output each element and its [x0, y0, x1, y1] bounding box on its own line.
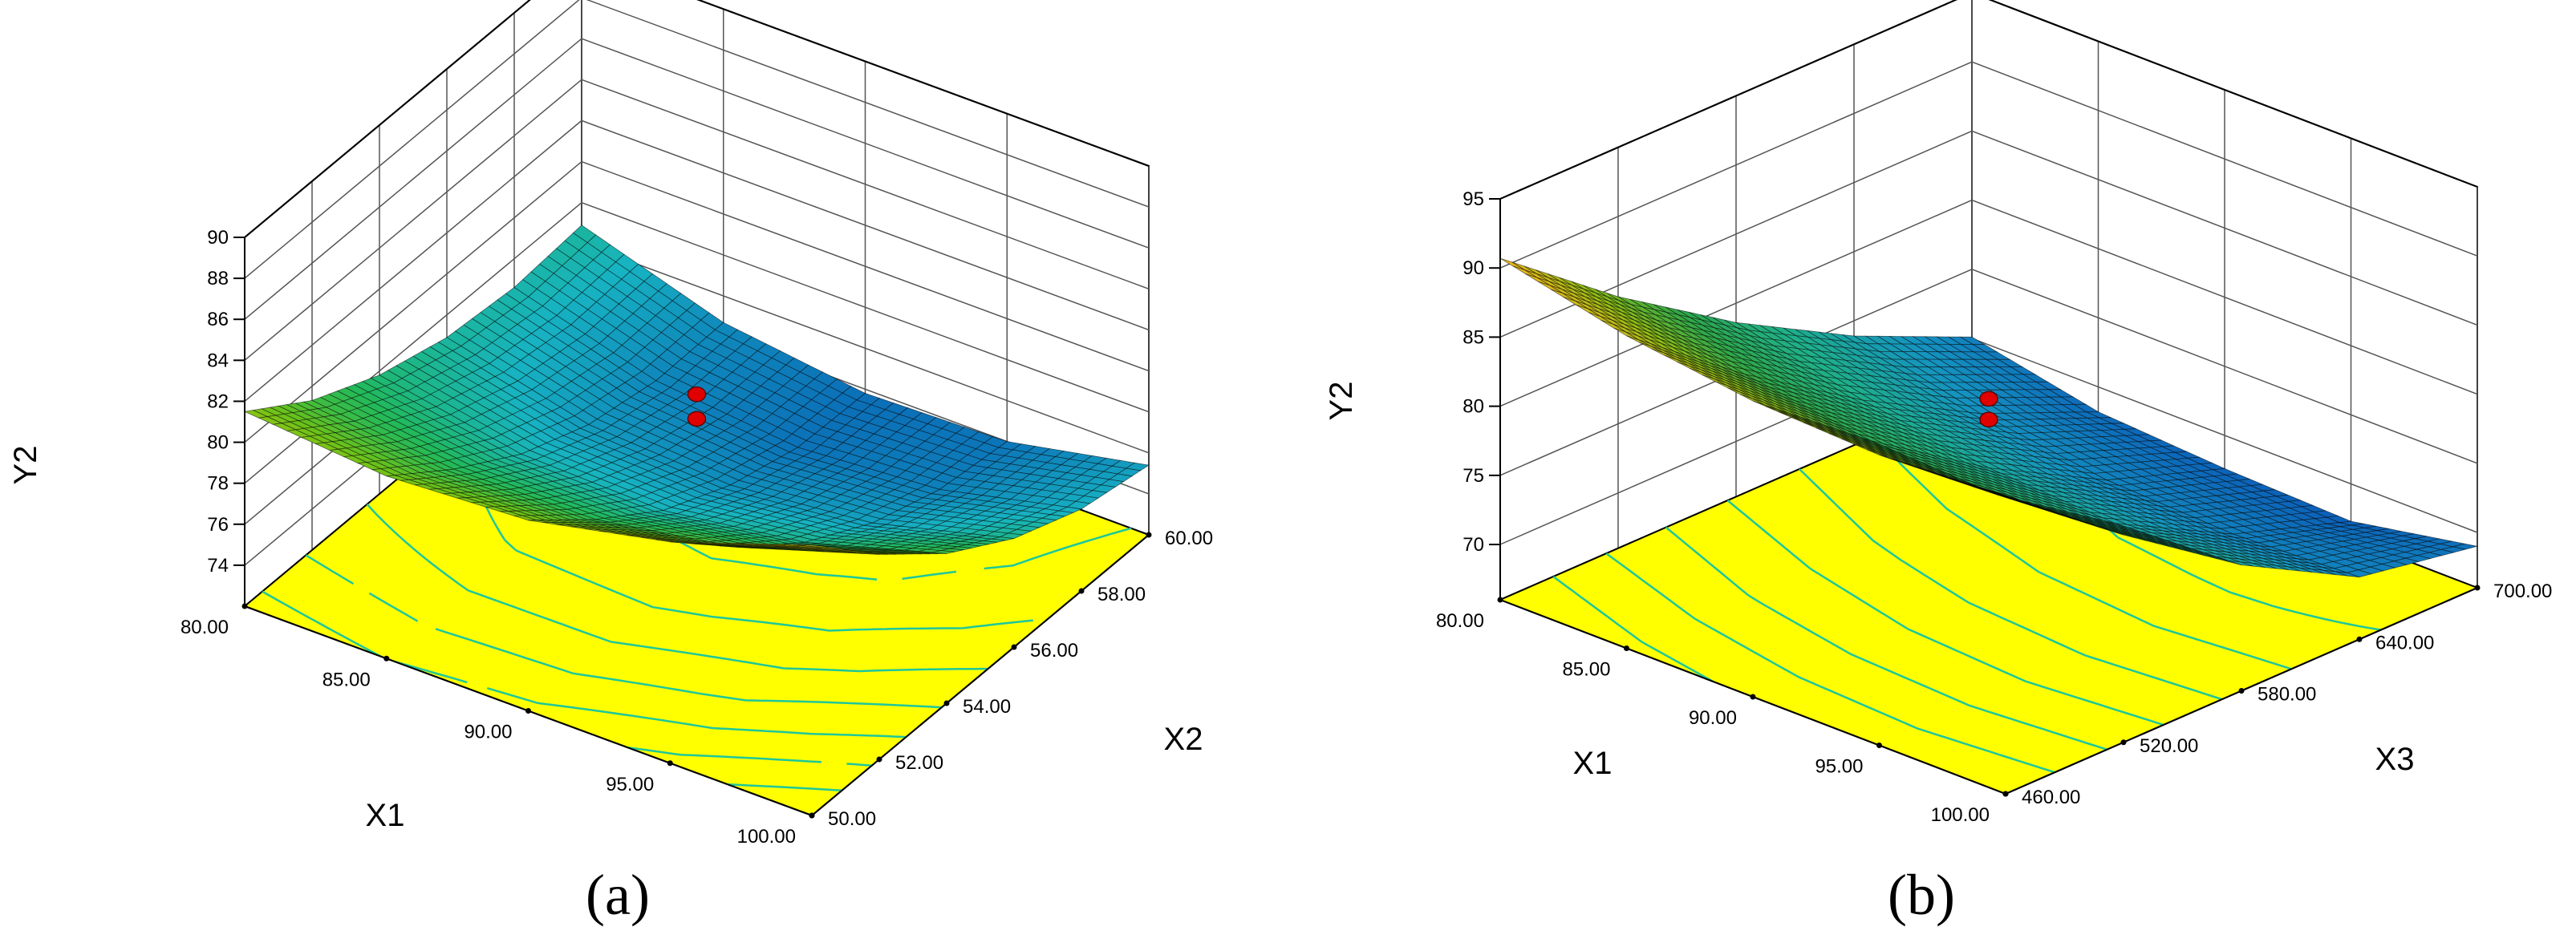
x-tick-label: 80.00: [1436, 610, 1484, 632]
design-point: [1979, 411, 1998, 428]
x-tick: [667, 760, 673, 767]
y-tick: [2120, 739, 2127, 746]
wall-grid-line: [244, 160, 1150, 443]
y-tick: [1146, 532, 1152, 538]
z-tick-label: 95: [1462, 188, 1484, 210]
chart-b: 70 75 80 85 90 95 80.00 85.00 90.00 95.00 100.00 46…: [1324, 0, 2552, 927]
wall-grid-line: [244, 79, 1150, 361]
z-tick-label: 76: [207, 514, 229, 536]
x-tick-label: 85.00: [323, 669, 371, 690]
y-tick-label: 520.00: [2140, 735, 2198, 757]
design-point: [1979, 391, 1998, 407]
panel-label: (a): [586, 863, 650, 927]
x-tick: [383, 655, 390, 662]
z-tick-label: 75: [1462, 465, 1484, 487]
y-axis-title: X2: [1164, 722, 1203, 757]
z-tick-label: 82: [207, 391, 229, 412]
x-tick: [1497, 597, 1503, 603]
y-tick: [809, 812, 815, 819]
wall-grid-line: [244, 38, 1150, 320]
x-tick: [241, 603, 248, 609]
contour-line: [1552, 576, 1714, 683]
z-axis-title: Y2: [8, 446, 43, 485]
contour-line: [1799, 468, 2223, 701]
x-tick: [1876, 743, 1882, 748]
x-tick: [1750, 694, 1756, 700]
surface-cell: [1499, 257, 1525, 270]
z-tick-label: 70: [1462, 534, 1484, 556]
y-tick: [2238, 688, 2245, 694]
chart-a: 74 76 78 80 82 84 86 88 90 80.00 85.00 90.00 95.00 10…: [8, 0, 1213, 927]
design-point: [687, 386, 707, 403]
y-tick: [2474, 585, 2481, 591]
z-tick-label: 74: [207, 555, 229, 577]
y-tick-label: 700.00: [2493, 581, 2552, 602]
contour-line: [1726, 500, 2164, 726]
y-tick: [2356, 636, 2363, 642]
x-tick-label: 95.00: [1815, 756, 1863, 778]
y-tick: [943, 700, 950, 706]
y-tick-label: 54.00: [963, 696, 1011, 718]
y-tick-label: 50.00: [828, 808, 876, 830]
wall-grid-line: [1499, 0, 2478, 200]
top-frame-edge: [244, 0, 1150, 238]
x-tick-label: 80.00: [181, 617, 229, 638]
x-tick-label: 95.00: [606, 774, 654, 795]
wall-grid-line: [1499, 268, 2478, 476]
response-surface: [243, 225, 1150, 555]
z-tick-label: 80: [1462, 396, 1484, 418]
contour-line: [305, 554, 942, 709]
wall-grid-line: [1499, 61, 2478, 269]
contour-line: [1605, 552, 2055, 774]
x-tick-label: 90.00: [1689, 707, 1737, 729]
wall-grid-line: [244, 0, 1150, 238]
z-tick-label: 88: [207, 268, 229, 289]
z-tick-label: 85: [1462, 326, 1484, 348]
y-tick-label: 640.00: [2375, 632, 2434, 654]
x-tick: [1624, 645, 1629, 651]
y-tick-label: 460.00: [2022, 787, 2080, 808]
tick-labels: 70 75 80 85 90 95 80.00 85.00 90.00 95.00 100.00 46…: [1436, 188, 2552, 826]
y-tick-label: 580.00: [2258, 684, 2316, 706]
y-tick-label: 56.00: [1030, 640, 1078, 662]
y-tick: [1011, 644, 1017, 650]
z-tick-label: 80: [207, 432, 229, 454]
z-tick-label: 90: [207, 227, 229, 249]
z-tick-label: 84: [207, 350, 229, 371]
response-surface: [1499, 257, 2478, 578]
contour-line: [262, 590, 907, 739]
x-tick-label: 100.00: [1931, 804, 1990, 826]
y-tick: [2002, 791, 2009, 797]
z-tick-label: 78: [207, 473, 229, 495]
top-frame-edge: [1499, 0, 2478, 200]
x-tick-label: 90.00: [464, 722, 512, 743]
x-tick-label: 85.00: [1562, 659, 1610, 681]
panel-label: (b): [1888, 863, 1955, 927]
x-tick-label: 100.00: [737, 826, 796, 848]
wall-grid-line: [244, 119, 1150, 402]
x-tick: [525, 708, 531, 714]
contour-line: [1665, 526, 2107, 751]
y-tick-label: 58.00: [1097, 584, 1146, 605]
y-axis-title: X3: [2375, 742, 2415, 777]
surface-cell: [797, 544, 821, 547]
z-axis-title: Y2: [1324, 382, 1359, 421]
wall-grid-line: [244, 0, 1150, 279]
surface-cell: [1993, 491, 2018, 500]
x-axis-title: X1: [366, 798, 405, 833]
contour-line: [728, 783, 842, 792]
y-tick-label: 60.00: [1165, 528, 1213, 549]
wall-grid-line: [1499, 130, 2478, 338]
y-tick: [1078, 588, 1085, 594]
y-tick: [876, 756, 882, 763]
contour-line: [366, 503, 988, 673]
x-axis-title: X1: [1573, 746, 1613, 781]
tick-labels: 74 76 78 80 82 84 86 88 90 80.00 85.00 90.00 95.00 10…: [181, 227, 1213, 848]
y-tick-label: 52.00: [895, 752, 943, 774]
design-point: [687, 411, 707, 427]
z-tick-label: 90: [1462, 257, 1484, 279]
z-tick-label: 86: [207, 309, 229, 330]
